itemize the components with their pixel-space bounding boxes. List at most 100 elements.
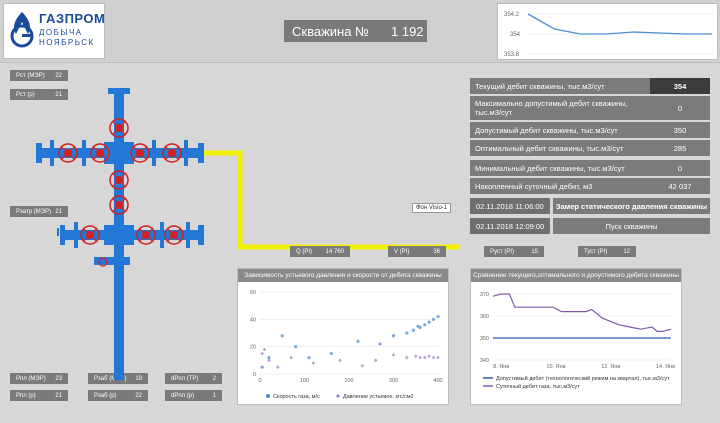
chip-value: 12	[623, 248, 630, 255]
chip-dppl-r: dPпл (р) 1	[165, 390, 222, 401]
y-tick-label: 0	[253, 372, 256, 378]
logo-sub-text-2: НОЯБРЬСК	[39, 38, 95, 47]
valve-icon	[130, 143, 150, 163]
scatter-point	[373, 358, 378, 363]
scatter-point	[427, 354, 431, 359]
metric-value: 285	[673, 143, 687, 153]
chip-rzab-r: Рзаб (р) 22	[88, 390, 148, 401]
chip-value: 15	[531, 248, 538, 255]
gas-pipeline	[200, 150, 460, 250]
chip-value: 22	[55, 72, 62, 79]
spark-ytick: 354.2	[504, 12, 520, 18]
line-chart-panel: Сравнение текущего,оптимального и допуст…	[470, 268, 682, 405]
line-chart: 370 360 350 340 8. Янв 10. Янв 12. Янв 14. Янв Д…	[480, 292, 675, 390]
valve-icon	[90, 143, 110, 163]
x-tick-label: 100	[300, 378, 309, 384]
chip-value: 14 760	[325, 248, 344, 255]
y-tick-label: 40	[250, 317, 256, 323]
scatter-point	[267, 358, 271, 363]
scatter-point	[391, 334, 396, 338]
chip-value: 1	[212, 392, 216, 399]
x-tick-label: 200	[344, 378, 353, 384]
x-tick-label: 0	[258, 378, 261, 384]
spark-ytick: 353.8	[504, 52, 520, 58]
scatter-point	[280, 334, 284, 338]
scatter-point	[260, 365, 264, 369]
valve-icon	[58, 143, 78, 163]
pressure-gauge-icon	[98, 257, 108, 267]
scatter-point	[431, 355, 436, 360]
y-tick-label: 60	[250, 290, 256, 296]
wellhead-diagram	[36, 88, 460, 380]
valve-icon	[109, 195, 129, 215]
legend-label: Суточный дебит газа, тыс.м3/сут	[496, 383, 580, 390]
valve-icon	[162, 143, 182, 163]
scatter-point	[405, 355, 409, 360]
well-number: 1 192	[391, 23, 424, 39]
y-tick-label: 360	[480, 314, 489, 320]
valve-icon	[164, 225, 184, 245]
metric-label: Оптимальный дебит скважины, тыс.м3/сут	[475, 143, 624, 153]
scatter-point	[262, 347, 267, 352]
event-text: Пуск скважины	[553, 218, 710, 234]
scatter-point	[431, 317, 436, 321]
x-tick-label: 400	[433, 378, 442, 384]
logo-sub-text-1: ДОБЫЧА	[39, 28, 83, 37]
x-tick-label: 14. Янв	[656, 364, 675, 370]
chip-rpl-r: Рпл (р) 21	[10, 390, 68, 401]
metric-label: Минимальный дебит скважины, тыс.м3/сут	[475, 163, 625, 173]
metric-current-rate: Текущий дебит скважины, тыс.м3/сут 354	[470, 78, 710, 94]
chip-value: 21	[55, 392, 62, 399]
metric-value: 350	[673, 125, 687, 135]
y-tick-label: 370	[480, 292, 489, 298]
scatter-point	[338, 358, 342, 363]
chip-value: 36	[433, 248, 440, 255]
line-series	[492, 293, 672, 333]
metric-label: Накопленный суточный дебит, м3	[475, 181, 593, 191]
metric-max-rate: Максимально допустимый дебит скважины, т…	[470, 96, 710, 120]
chip-label: Рзаб (МЭР)	[94, 375, 127, 382]
valve-icon	[136, 225, 156, 245]
scatter-point	[307, 356, 311, 360]
chip-label: Рст (МЭР)	[16, 72, 45, 79]
scatter-point	[267, 356, 271, 360]
scatter-point	[391, 353, 396, 357]
logo-main-text: ГАЗПРОМ	[39, 11, 106, 26]
scatter-point	[276, 365, 280, 369]
metric-value: 354	[650, 78, 710, 94]
chip-label: Рпл (МЭР)	[16, 375, 46, 382]
metric-value: 42 037	[668, 181, 692, 191]
chip-label: Туст (PI)	[584, 248, 608, 255]
scatter-point	[289, 355, 293, 360]
chip-label: Рзатр (МЭР)	[16, 208, 52, 215]
chip-value: 22	[135, 392, 142, 399]
legend-marker	[336, 394, 340, 398]
chip-value: 2	[212, 375, 216, 382]
metric-allowed-rate: Допустимый дебит скважины, тыс.м3/сут 35…	[470, 122, 710, 138]
chip-label: V (PI)	[394, 248, 410, 255]
chip-label: Руст (PI)	[490, 248, 515, 255]
chip-v-pi: V (PI) 36	[388, 246, 446, 257]
legend-label: Скорость газа, м/с	[273, 394, 320, 400]
scatter-point	[436, 355, 440, 360]
chip-label: Рпл (р)	[16, 392, 36, 399]
x-tick-label: 8. Янв	[493, 364, 509, 370]
scatter-point	[422, 355, 427, 360]
y-tick-label: 20	[250, 345, 256, 351]
scatter-point	[418, 355, 422, 360]
chip-value: 21	[55, 208, 62, 215]
chip-value: 19	[135, 375, 142, 382]
event-text: Замер статического давления скважины	[553, 198, 710, 214]
scatter-point	[329, 351, 333, 356]
chip-rzatr-mer: Рзатр (МЭР) 21	[10, 206, 68, 217]
scatter-point	[413, 354, 418, 359]
x-tick-label: 10. Янв	[546, 364, 565, 370]
scatter-point	[436, 315, 440, 319]
spark-ytick: 354	[510, 32, 521, 38]
metric-label: Максимально допустимый дебит скважины, т…	[475, 99, 628, 117]
legend-label: Допустимый дебит (технологический режим …	[496, 375, 670, 382]
scatter-point	[418, 325, 422, 330]
scatter-point	[260, 351, 265, 356]
y-tick-label: 350	[480, 336, 489, 342]
spark-series-line	[527, 13, 712, 35]
